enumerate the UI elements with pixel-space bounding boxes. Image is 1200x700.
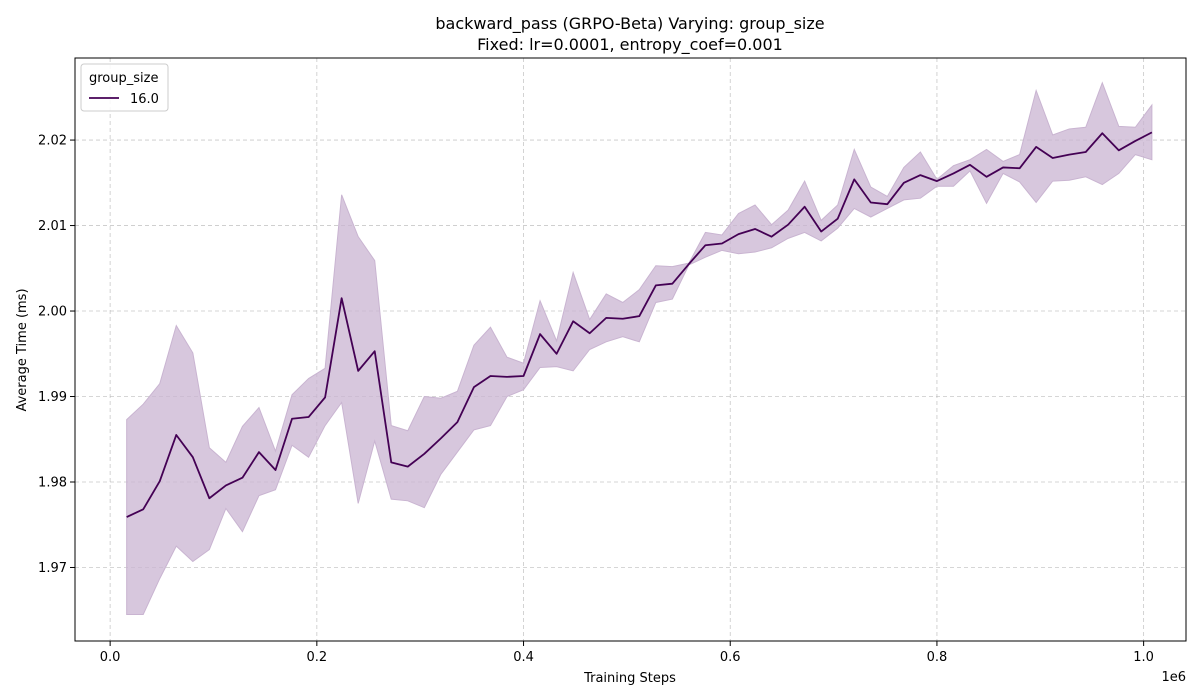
y-tick-label: 1.98: [38, 476, 67, 491]
x-tick-label: 0.0: [100, 650, 121, 665]
confidence-band: [126, 81, 1153, 615]
y-tick-label: 1.99: [38, 390, 67, 405]
x-tick-label: 0.4: [513, 650, 534, 665]
y-tick-label: 2.00: [38, 305, 67, 320]
legend-title: group_size: [89, 71, 158, 86]
series-line-layer: [126, 131, 1153, 518]
x-axis-offset-label: 1e6: [1161, 670, 1186, 685]
legend: group_size 16.0: [80, 63, 169, 112]
y-tick-label: 2.01: [38, 219, 67, 234]
legend-series-label: 16.0: [130, 92, 159, 107]
y-axis-ticks: 1.97 1.98 1.99 2.00 2.01 2.02: [38, 134, 75, 576]
x-tick-label: 0.8: [927, 650, 948, 665]
y-axis-label: Average Time (ms): [15, 288, 30, 411]
x-tick-label: 0.2: [306, 650, 327, 665]
plot-frame: [74, 57, 1187, 642]
y-tick-label: 2.02: [38, 134, 67, 149]
chart-title-line1: backward_pass (GRPO-Beta) Varying: group…: [435, 14, 824, 34]
chart-title-line2: Fixed: lr=0.0001, entropy_coef=0.001: [477, 35, 783, 55]
series-line: [126, 131, 1153, 518]
legend-box: [80, 63, 169, 112]
confidence-band-layer: [126, 81, 1153, 615]
x-axis-label: Training Steps: [583, 671, 676, 686]
x-tick-label: 1.0: [1133, 650, 1154, 665]
x-axis-ticks: 0.0 0.2 0.4 0.6 0.8 1.0: [100, 641, 1154, 665]
y-tick-label: 1.97: [38, 561, 67, 576]
x-tick-label: 0.6: [720, 650, 741, 665]
